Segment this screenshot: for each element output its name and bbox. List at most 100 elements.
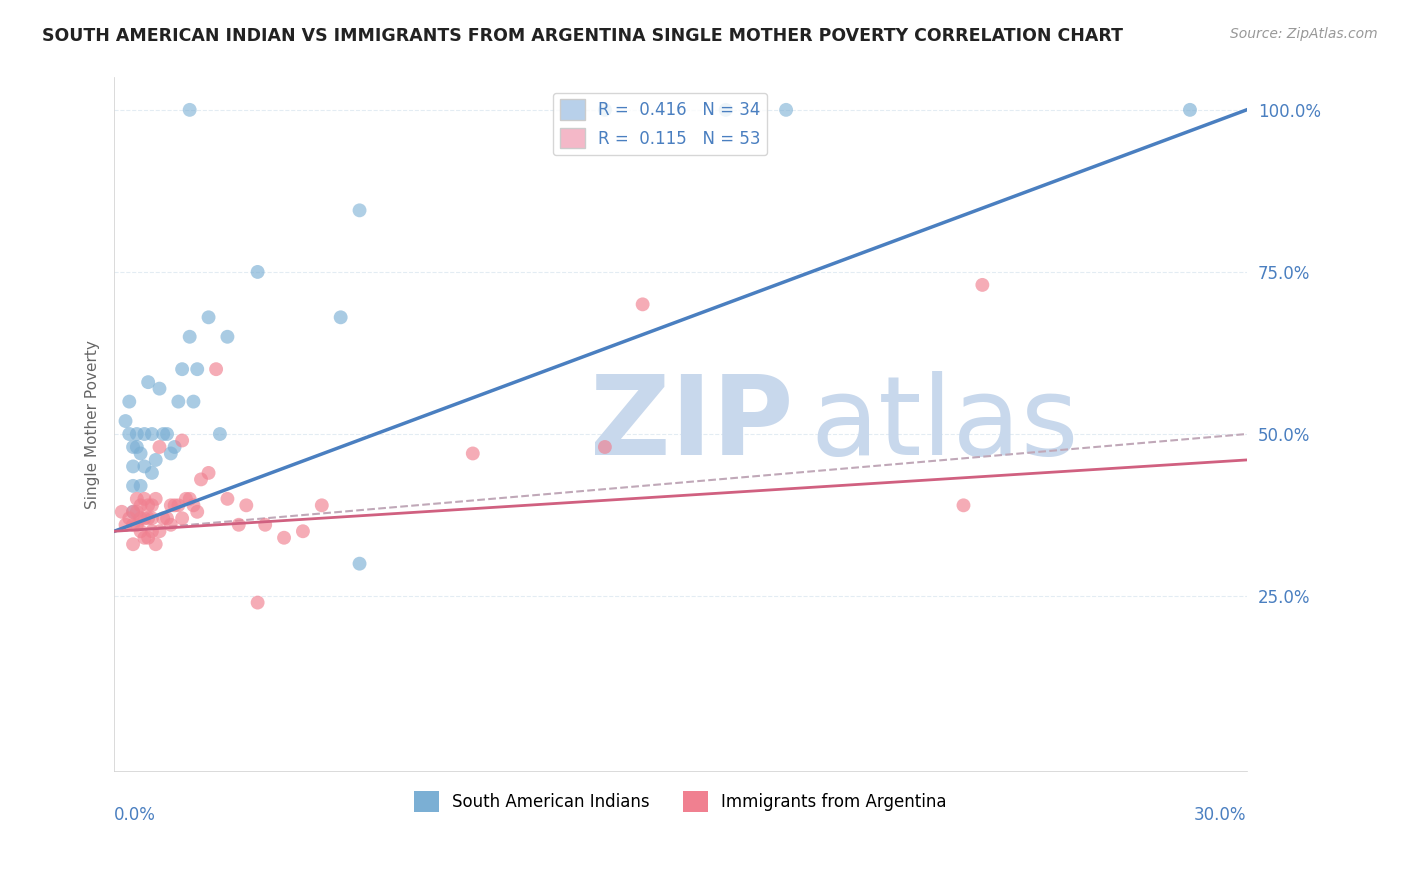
Point: [129, 511, 152, 525]
Point: [972, 277, 994, 292]
Point: [141, 427, 163, 442]
Point: [208, 427, 231, 442]
Point: [183, 394, 205, 409]
Point: [129, 499, 152, 513]
Point: [125, 505, 148, 519]
Point: [152, 511, 174, 525]
Point: [141, 511, 163, 525]
Point: [329, 310, 352, 325]
Point: [197, 466, 219, 480]
Point: [775, 103, 797, 117]
Point: [114, 517, 136, 532]
Point: [174, 491, 197, 506]
Point: [118, 427, 141, 442]
Point: [141, 466, 163, 480]
Point: [129, 479, 152, 493]
Point: [205, 362, 228, 376]
Text: Source: ZipAtlas.com: Source: ZipAtlas.com: [1230, 27, 1378, 41]
Point: [172, 511, 194, 525]
Point: [136, 511, 159, 525]
Point: [122, 505, 145, 519]
Point: [114, 414, 136, 428]
Point: [273, 531, 295, 545]
Point: [159, 499, 181, 513]
Point: [179, 491, 201, 506]
Text: ZIP: ZIP: [589, 371, 793, 478]
Point: [246, 596, 269, 610]
Point: [136, 499, 159, 513]
Point: [631, 297, 654, 311]
Point: [136, 531, 159, 545]
Point: [593, 103, 616, 117]
Point: [159, 446, 181, 460]
Point: [134, 511, 156, 525]
Point: [163, 440, 186, 454]
Point: [228, 517, 250, 532]
Text: 30.0%: 30.0%: [1194, 805, 1247, 824]
Point: [129, 446, 152, 460]
Point: [172, 434, 194, 448]
Point: [122, 459, 145, 474]
Text: SOUTH AMERICAN INDIAN VS IMMIGRANTS FROM ARGENTINA SINGLE MOTHER POVERTY CORRELA: SOUTH AMERICAN INDIAN VS IMMIGRANTS FROM…: [42, 27, 1123, 45]
Point: [145, 537, 167, 551]
Point: [122, 537, 145, 551]
Point: [134, 491, 156, 506]
Point: [141, 524, 163, 539]
Point: [183, 499, 205, 513]
Point: [235, 499, 257, 513]
Point: [254, 517, 277, 532]
Point: [179, 103, 201, 117]
Point: [172, 362, 194, 376]
Point: [186, 362, 208, 376]
Point: [125, 440, 148, 454]
Point: [141, 499, 163, 513]
Point: [246, 265, 269, 279]
Point: [134, 427, 156, 442]
Point: [217, 491, 239, 506]
Point: [125, 517, 148, 532]
Y-axis label: Single Mother Poverty: Single Mother Poverty: [86, 340, 100, 508]
Point: [952, 499, 974, 513]
Point: [714, 103, 737, 117]
Point: [122, 479, 145, 493]
Point: [122, 505, 145, 519]
Point: [148, 382, 170, 396]
Point: [217, 330, 239, 344]
Point: [190, 472, 212, 486]
Point: [145, 453, 167, 467]
Point: [129, 524, 152, 539]
Point: [125, 427, 148, 442]
Point: [461, 446, 484, 460]
Point: [156, 511, 179, 525]
Point: [179, 330, 201, 344]
Point: [136, 375, 159, 389]
Point: [118, 394, 141, 409]
Point: [134, 459, 156, 474]
Text: 0.0%: 0.0%: [114, 805, 156, 824]
Point: [152, 427, 174, 442]
Point: [134, 531, 156, 545]
Point: [148, 440, 170, 454]
Point: [311, 499, 333, 513]
Point: [349, 557, 371, 571]
Point: [122, 440, 145, 454]
Text: atlas: atlas: [811, 371, 1080, 478]
Point: [111, 505, 134, 519]
Point: [145, 491, 167, 506]
Point: [1178, 103, 1201, 117]
Point: [122, 517, 145, 532]
Legend: R =  0.416   N = 34, R =  0.115   N = 53: R = 0.416 N = 34, R = 0.115 N = 53: [553, 93, 768, 155]
Point: [163, 499, 186, 513]
Point: [349, 203, 371, 218]
Point: [118, 511, 141, 525]
Point: [291, 524, 314, 539]
Point: [167, 394, 190, 409]
Point: [156, 427, 179, 442]
Point: [167, 499, 190, 513]
Point: [125, 491, 148, 506]
Point: [159, 517, 181, 532]
Point: [148, 524, 170, 539]
Point: [593, 440, 616, 454]
Point: [197, 310, 219, 325]
Point: [186, 505, 208, 519]
